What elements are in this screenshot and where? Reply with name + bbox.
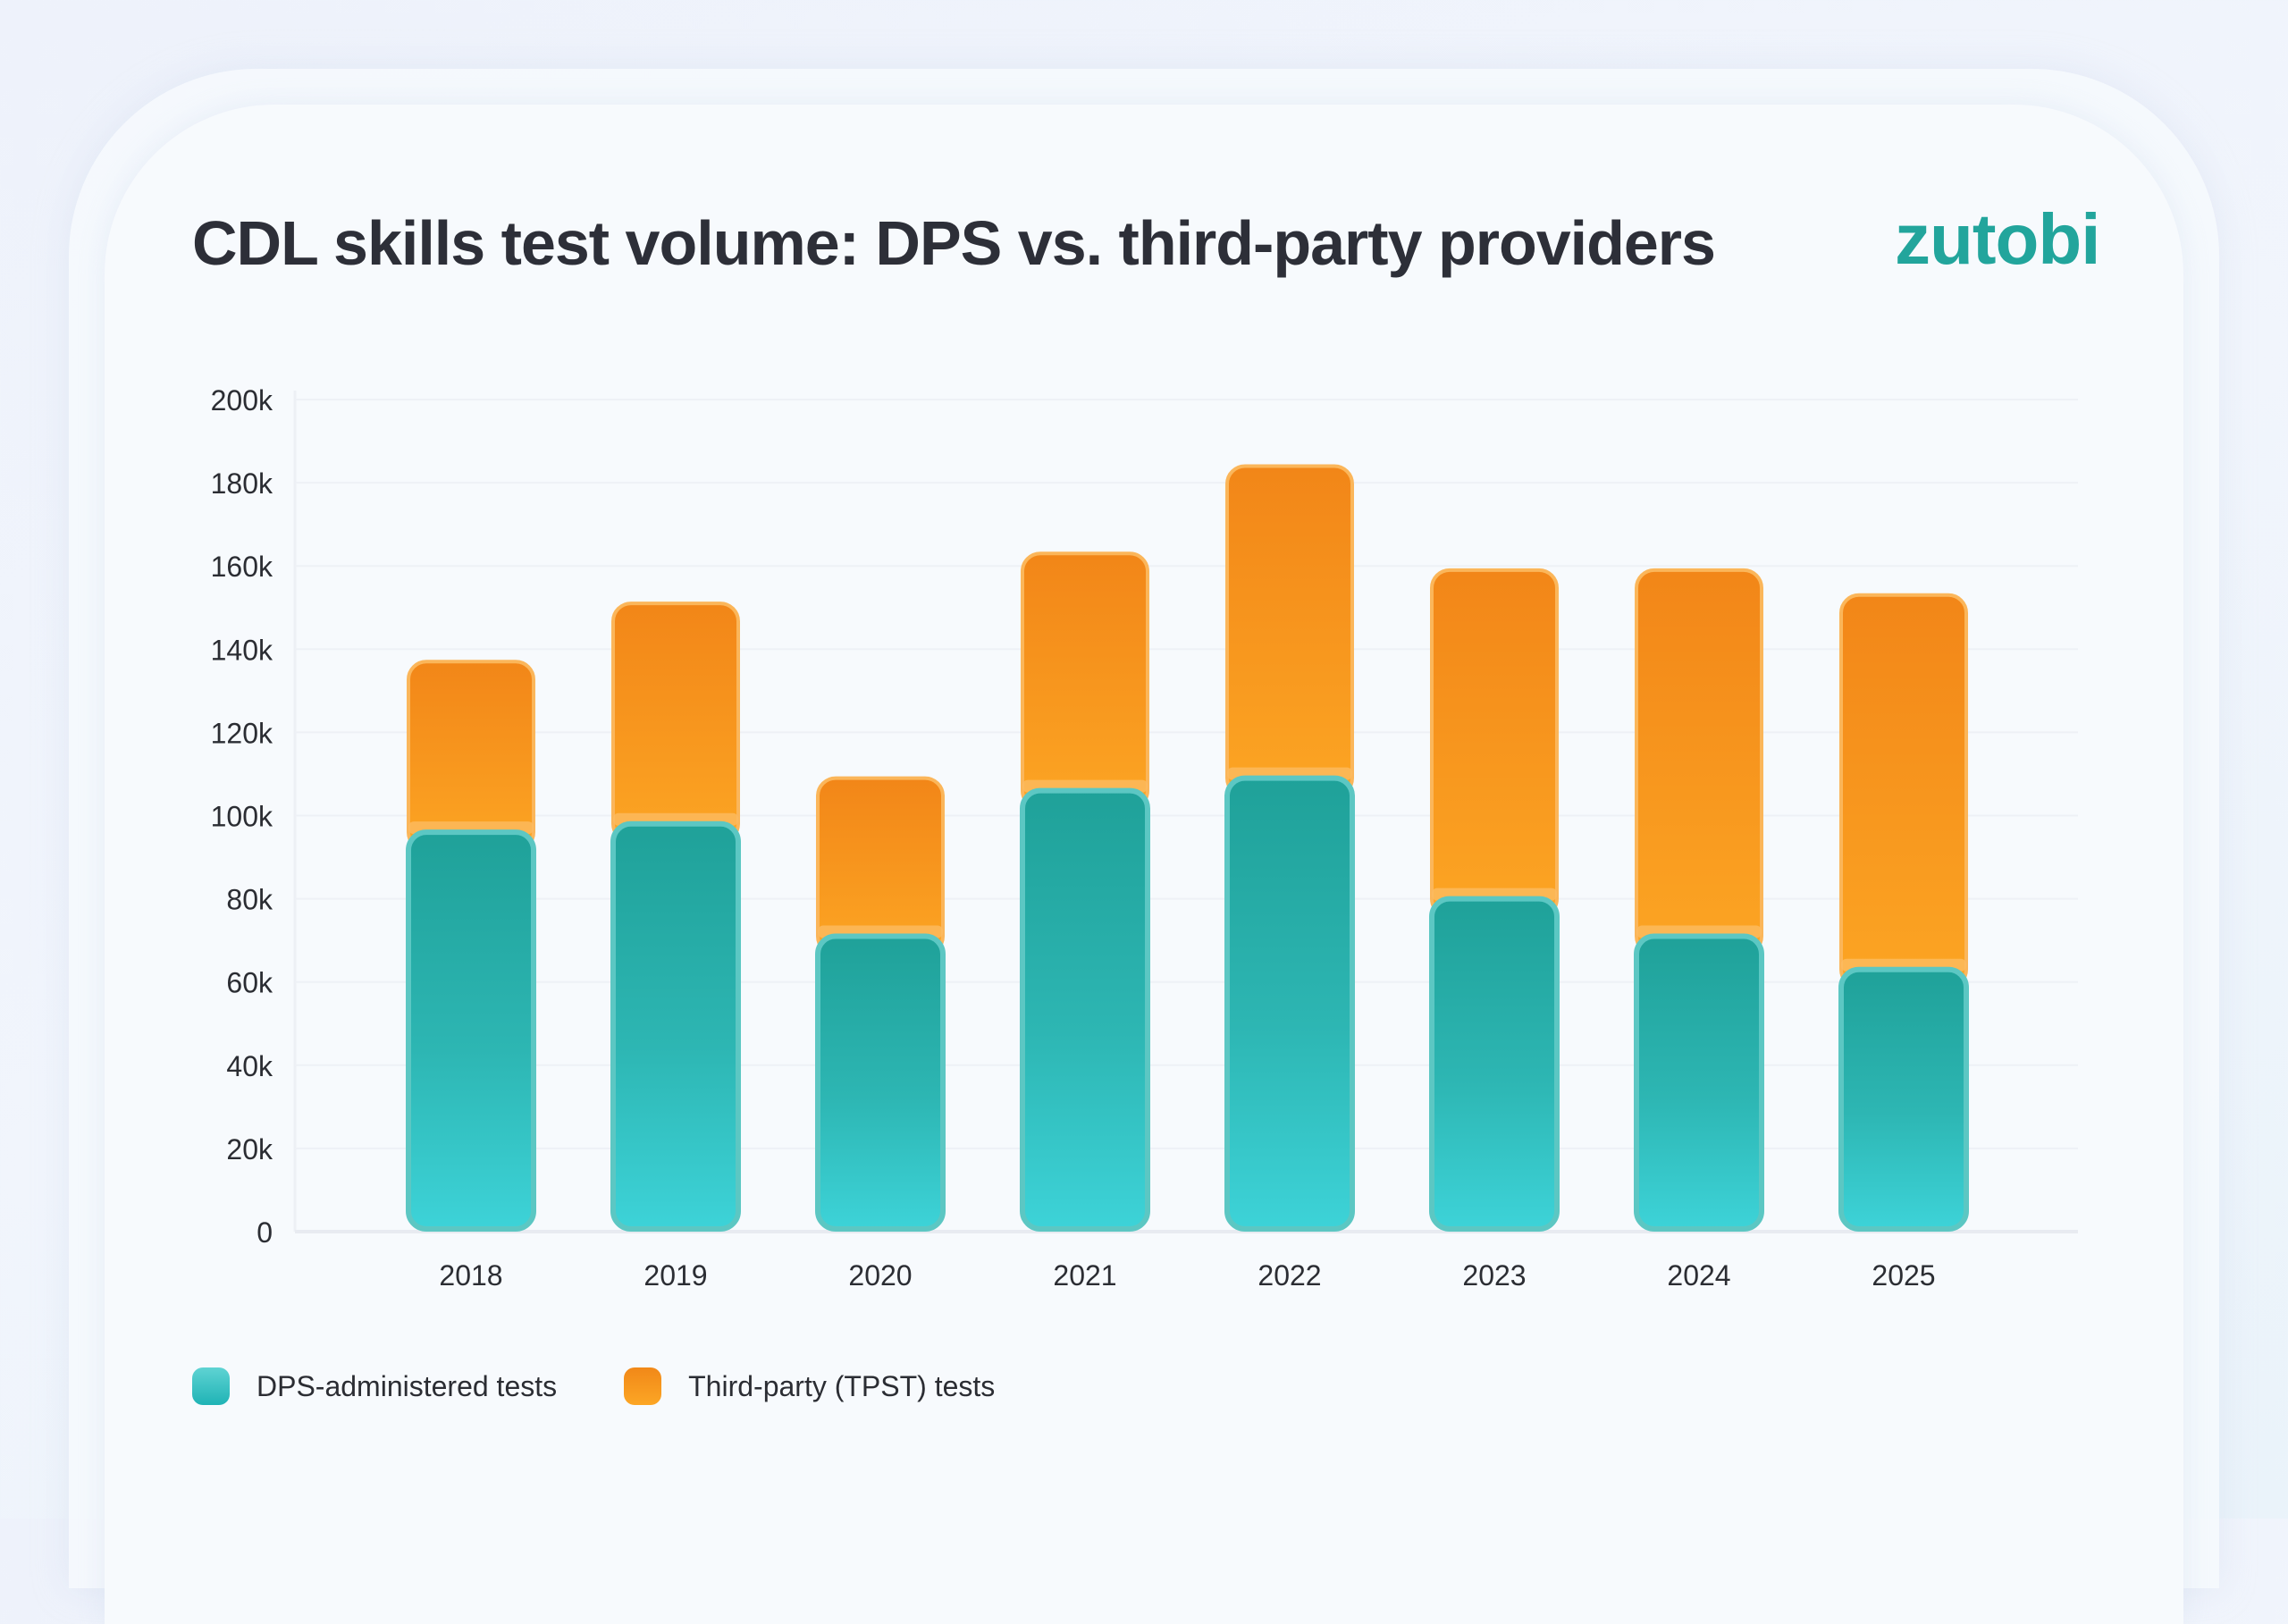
bar-group-2018 (406, 660, 536, 1232)
zutobi-logo: zutobi (1895, 199, 2100, 279)
legend-item-tpst[interactable]: Third-party (TPST) tests (624, 1367, 995, 1405)
bar-tpst[interactable] (1839, 593, 1968, 989)
bar-group-2023 (1429, 568, 1560, 1232)
bar-group-2021 (1020, 551, 1150, 1232)
bar-dps[interactable] (1020, 787, 1150, 1232)
y-tick-label: 100k (211, 801, 273, 833)
bar-tpst[interactable] (1635, 568, 1763, 956)
bar-dps[interactable] (406, 829, 536, 1232)
bars (406, 464, 1969, 1232)
legend: DPS-administered tests Third-party (TPST… (192, 1367, 1062, 1405)
y-tick-label: 120k (211, 717, 273, 749)
y-tick-label: 20k (226, 1133, 273, 1165)
x-tick-label: 2025 (1872, 1259, 1935, 1292)
x-axis: 2018 2019 2020 2021 2022 2023 2024 2025 (439, 1259, 1935, 1292)
bar-tpst[interactable] (611, 602, 740, 844)
bar-tpst[interactable] (1225, 464, 1354, 798)
x-tick-label: 2018 (439, 1259, 502, 1292)
legend-label-tpst: Third-party (TPST) tests (688, 1369, 996, 1402)
y-tick-label: 160k (211, 551, 273, 583)
bar-tpst[interactable] (1021, 551, 1149, 811)
bar-group-2020 (815, 776, 946, 1232)
bar-group-2024 (1634, 568, 1764, 1232)
legend-item-dps[interactable]: DPS-administered tests (192, 1367, 557, 1405)
legend-swatch-tpst (624, 1367, 662, 1405)
bar-group-2025 (1838, 593, 1969, 1232)
x-tick-label: 2020 (848, 1259, 912, 1292)
y-tick-label: 140k (211, 634, 273, 666)
bar-dps[interactable] (1838, 966, 1969, 1232)
y-tick-label: 180k (211, 467, 273, 500)
bar-dps[interactable] (610, 820, 741, 1232)
bar-dps[interactable] (1224, 775, 1355, 1232)
bar-dps[interactable] (1429, 896, 1560, 1232)
x-tick-label: 2024 (1667, 1259, 1730, 1292)
y-axis: 0 20k 40k 60k 80k 100k 120k 140k 160k 180k 200k (211, 384, 273, 1249)
x-tick-label: 2021 (1053, 1259, 1116, 1292)
y-tick-label: 80k (226, 884, 273, 916)
chart-title: CDL skills test volume: DPS vs. third-pa… (192, 208, 1716, 278)
x-tick-label: 2019 (644, 1259, 707, 1292)
legend-label-dps: DPS-administered tests (257, 1369, 558, 1402)
bar-group-2022 (1224, 464, 1355, 1232)
y-tick-label: 60k (226, 967, 273, 999)
x-tick-label: 2023 (1462, 1259, 1526, 1292)
bar-tpst[interactable] (1430, 568, 1559, 919)
x-tick-label: 2022 (1258, 1259, 1321, 1292)
bar-group-2019 (610, 602, 741, 1232)
bar-dps[interactable] (815, 933, 946, 1232)
y-tick-label: 200k (211, 384, 273, 417)
gridlines (293, 391, 2078, 1233)
stacked-bar-chart: 0 20k 40k 60k 80k 100k 120k 140k 160k 180k 200k 20… (211, 384, 2078, 1292)
y-tick-label: 0 (257, 1216, 273, 1249)
y-tick-label: 40k (226, 1050, 273, 1082)
bar-dps[interactable] (1634, 933, 1764, 1232)
legend-swatch-dps (192, 1367, 230, 1405)
